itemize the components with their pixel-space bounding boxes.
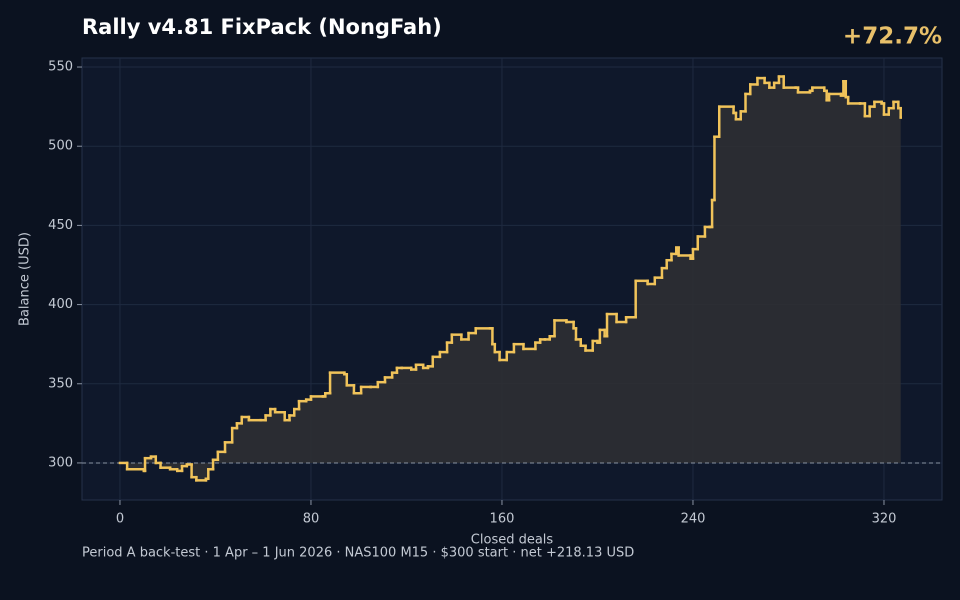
x-tick-label: 0 bbox=[116, 512, 124, 527]
y-tick-label: 300 bbox=[48, 455, 73, 470]
y-tick-label: 550 bbox=[48, 60, 73, 75]
x-tick-label: 320 bbox=[872, 512, 897, 527]
y-tick-label: 450 bbox=[48, 218, 73, 233]
y-tick-label: 400 bbox=[48, 297, 73, 312]
chart-title: Rally v4.81 FixPack (NongFah) bbox=[82, 15, 442, 39]
y-tick-label: 350 bbox=[48, 376, 73, 391]
y-tick-label: 500 bbox=[48, 139, 73, 154]
x-tick-label: 160 bbox=[490, 512, 515, 527]
x-tick-label: 80 bbox=[303, 512, 320, 527]
return-badge: +72.7% bbox=[843, 24, 942, 50]
footer: Period A back-test · 1 Apr – 1 Jun 2026 … bbox=[82, 546, 634, 561]
x-axis-label: Closed deals bbox=[471, 533, 554, 548]
y-axis-label: Balance (USD) bbox=[18, 232, 33, 326]
x-tick-label: 240 bbox=[681, 512, 706, 527]
area-fill bbox=[119, 76, 901, 481]
